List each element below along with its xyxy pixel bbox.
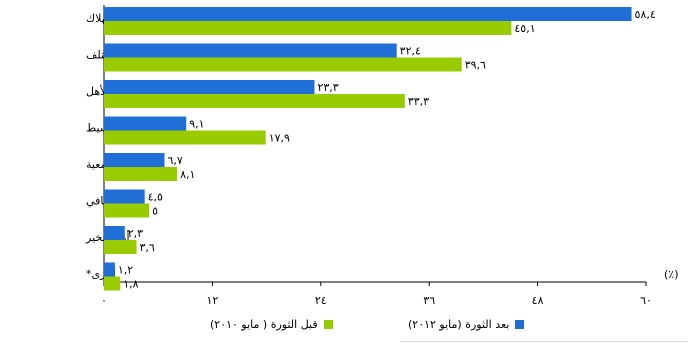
value-label-after: ٢٣,٣ xyxy=(317,81,338,94)
value-label-before: ٣٣,٣ xyxy=(408,95,429,108)
x-tick-label: ١٢ xyxy=(206,294,218,307)
value-label-before: ٨,١ xyxy=(180,168,195,181)
bar-after xyxy=(104,7,632,21)
value-label-after: ١,٢ xyxy=(118,264,133,277)
legend-swatch-before xyxy=(323,320,333,329)
bar-before xyxy=(104,167,178,181)
bar-after xyxy=(104,189,145,204)
legend-item-before: قبل الثورة ( مايو ٢٠١٠) xyxy=(210,318,333,331)
divider xyxy=(400,341,688,342)
x-tick-label: ٣٦ xyxy=(423,294,435,307)
x-tick-label: ٢٤ xyxy=(315,294,327,307)
value-label-after: ٩,١ xyxy=(189,118,204,131)
value-label-after: ٢,٣ xyxy=(128,227,143,240)
legend-label-after: بعد الثورة (مايو ٢٠١٢) xyxy=(408,318,510,331)
bar-after xyxy=(104,116,187,131)
legend: بعد الثورة (مايو ٢٠١٢) قبل الثورة ( مايو… xyxy=(200,318,640,338)
legend-item-after: بعد الثورة (مايو ٢٠١٢) xyxy=(408,318,525,331)
bar-before xyxy=(104,21,512,35)
x-tick-label: ٦٠ xyxy=(640,294,652,307)
bar-after xyxy=(104,80,315,94)
x-tick-label: ٠ xyxy=(101,294,107,307)
bar-after xyxy=(104,43,397,58)
value-label-after: ٤,٥ xyxy=(148,191,163,204)
value-label-before: ٣,٦ xyxy=(140,241,155,254)
x-tick-label: ٤٨ xyxy=(532,294,544,307)
bar-after xyxy=(104,153,165,167)
bar-before xyxy=(104,203,150,218)
value-label-before: ٣٩,٦ xyxy=(465,59,486,72)
legend-label-before: قبل الثورة ( مايو ٢٠١٠) xyxy=(210,318,318,331)
x-axis-unit: (٪) xyxy=(664,268,679,281)
bar-after xyxy=(104,226,125,240)
value-label-before: ٥ xyxy=(152,205,158,218)
bar-before xyxy=(104,240,137,254)
bar-before xyxy=(104,57,462,72)
bar-before xyxy=(104,94,405,108)
value-label-after: ٣٢,٤ xyxy=(400,45,421,58)
bar-after xyxy=(104,262,115,277)
legend-swatch-after xyxy=(515,320,525,329)
value-label-after: ٦,٧ xyxy=(168,154,183,167)
bar-before xyxy=(104,130,266,145)
value-label-before: ١,٨ xyxy=(123,278,138,291)
value-label-before: ٤٥,١ xyxy=(514,22,535,35)
bar-before xyxy=(104,276,121,291)
value-label-before: ١٧,٩ xyxy=(269,132,290,145)
value-label-after: ٥٨,٤ xyxy=(635,8,656,21)
